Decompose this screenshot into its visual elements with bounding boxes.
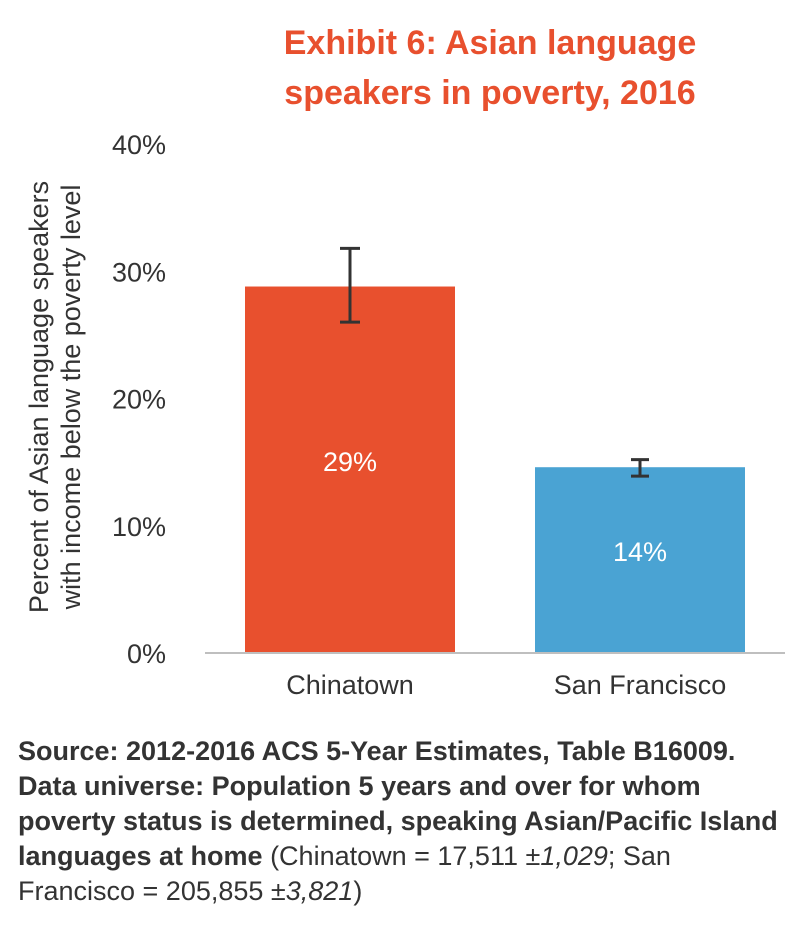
y-tick-label: 20% xyxy=(112,385,166,415)
error-bar xyxy=(340,246,360,324)
chart-title-line-2: speakers in poverty, 2016 xyxy=(284,74,696,112)
y-tick-label: 0% xyxy=(127,639,166,669)
bar-chart: Percent of Asian language speakers with … xyxy=(24,130,785,700)
y-tick-label: 30% xyxy=(112,257,166,287)
source-italic-1: 1,029 xyxy=(540,841,608,871)
data-label: 14% xyxy=(613,537,667,567)
y-tick-label: 40% xyxy=(112,130,166,160)
source-text-2: ; San Francisco = 205,855 ± xyxy=(18,841,671,906)
source-note: Source: 2012-2016 ACS 5-Year Estimates, … xyxy=(18,734,788,909)
data-label: 29% xyxy=(323,447,377,477)
source-text-1: (Chinatown = 17,511 ± xyxy=(262,841,541,871)
source-italic-2: 3,821 xyxy=(285,876,354,906)
plot-area: 0% 10% 20% 30% 40% 29% Chinatown 14% San Francis… xyxy=(112,130,785,700)
error-bar xyxy=(631,458,649,478)
chart-title-line-1: Exhibit 6: Asian language xyxy=(283,24,697,62)
source-bold-text: Source: 2012-2016 ACS 5-Year Estimates, … xyxy=(18,736,778,871)
bar xyxy=(245,286,455,653)
source-text-3: ) xyxy=(353,876,363,906)
y-axis-label-line-1: Percent of Asian language speakers xyxy=(24,181,54,613)
y-axis-label: Percent of Asian language speakers with … xyxy=(24,181,86,613)
y-axis-label-line-2: with income below the poverty level xyxy=(56,185,86,611)
x-tick-label: Chinatown xyxy=(286,670,414,700)
y-tick-label: 10% xyxy=(112,512,166,542)
bar xyxy=(535,467,745,653)
x-tick-label: San Francisco xyxy=(554,670,727,700)
chart-title: Exhibit 6: Asian language speakers in po… xyxy=(190,18,790,118)
